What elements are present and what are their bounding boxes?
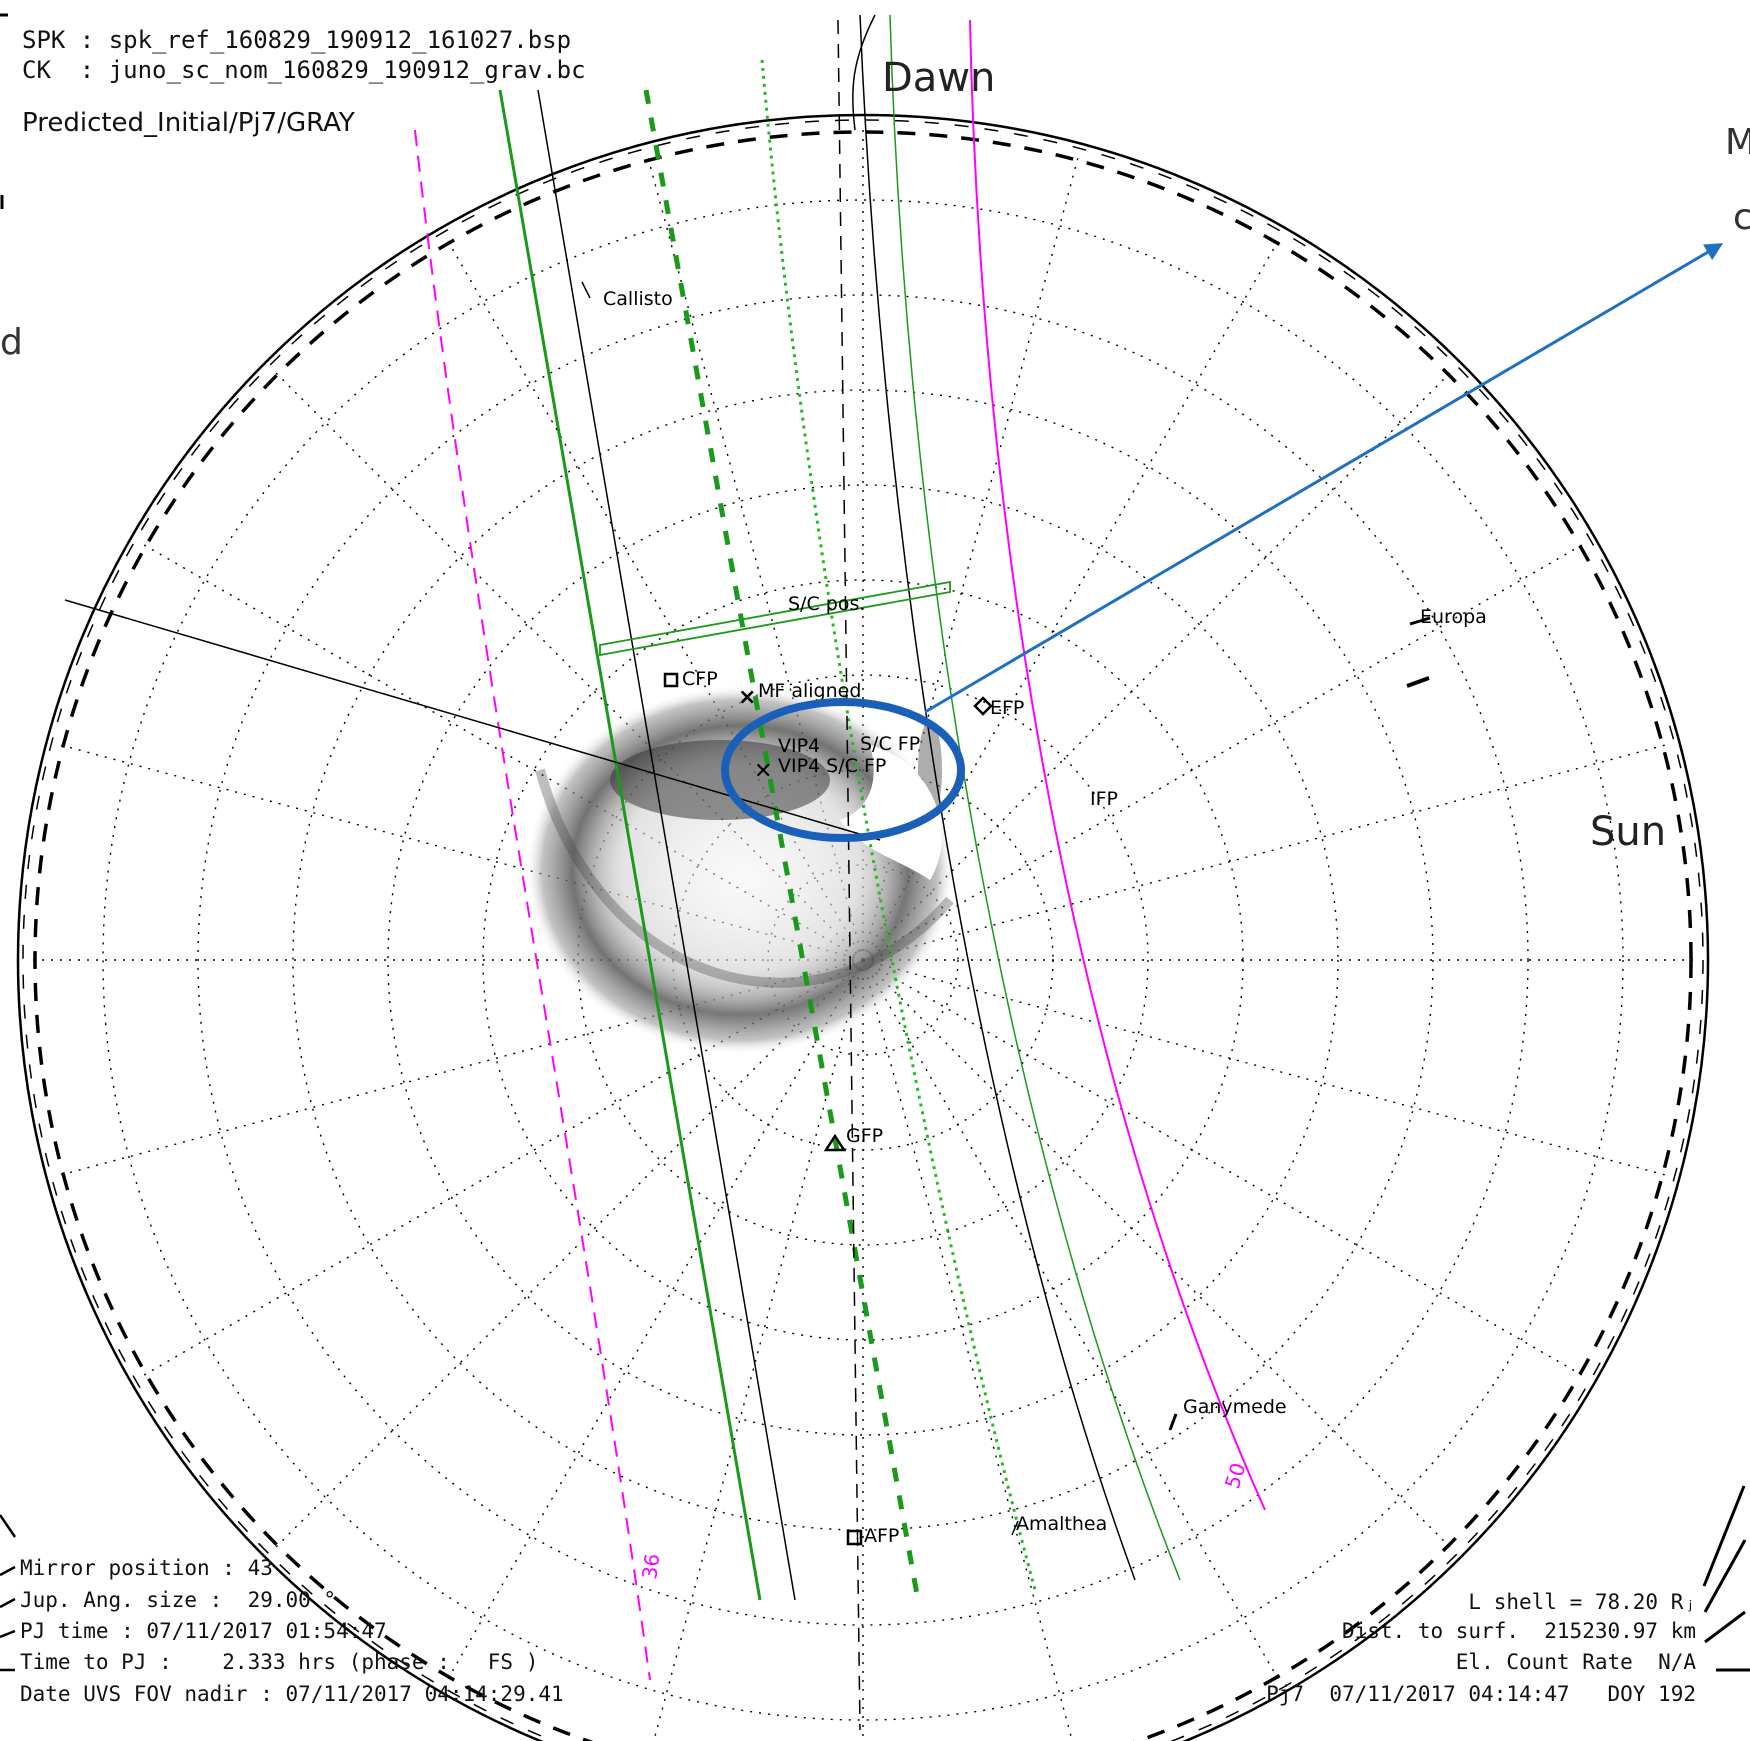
contour-label-36: 36: [637, 1552, 664, 1581]
jupiter-limb: [17, 114, 1709, 1741]
contour-50: [969, 19, 1266, 1511]
callisto-label: Callisto: [603, 288, 673, 310]
grid-spoke: [275, 959, 864, 1548]
amalthea-tick: [1011, 1520, 1019, 1536]
dist-to-surf: Dist. to surf. 215230.97 km: [1341, 1619, 1696, 1643]
grid-ring: [102, 199, 1624, 1721]
highlight-ellipse: [721, 698, 965, 842]
dashed-limb-outer: [22, 119, 1704, 1741]
grid-spoke: [862, 959, 1665, 1176]
vip4-label-b: VIP4 S/C FP: [778, 755, 886, 777]
grid-spoke: [862, 959, 1451, 1548]
contour-36: [414, 129, 651, 1681]
grid-spoke: [61, 959, 864, 1176]
el-count-rate: El. Count Rate N/A: [1455, 1650, 1696, 1674]
jup-ang-size: Jup. Ang. size : 29.00 °: [20, 1588, 337, 1612]
dashed-limb-inner: [33, 130, 1693, 1741]
black-curve-top: [852, 14, 876, 131]
annotation-glyph-top-right-2: c: [1733, 197, 1750, 238]
spk-label: SPK : spk_ref_160829_190912_161027.bsp: [22, 26, 572, 54]
mirror-position: Mirror position : 43: [20, 1556, 273, 1580]
gfp-marker: [823, 1133, 847, 1152]
grid-spoke: [862, 959, 1073, 1741]
time-to-pj: Time to PJ : 2.333 hrs (phase : FS ): [20, 1650, 539, 1674]
cfp-label: CFP: [682, 668, 718, 690]
left-edge-tick: [0, 13, 8, 209]
grid-spoke: [862, 158, 1079, 961]
ganymede-label: Ganymede: [1183, 1396, 1287, 1418]
sc-pos-band: [599, 580, 951, 657]
grid-spoke: [143, 959, 864, 1376]
sun-label: Sun: [1590, 809, 1667, 855]
grid-spoke: [862, 744, 1665, 961]
green-dotted: [760, 59, 1037, 1591]
callout-arrow: [924, 243, 1724, 714]
grid-ring: [387, 484, 1339, 1436]
green-line-left: [498, 89, 762, 1601]
green-dashed-thick: [643, 89, 921, 1601]
grid-spoke: [862, 372, 1451, 961]
grid-spoke: [862, 240, 1279, 961]
grid-spoke: [447, 240, 864, 961]
grid-spoke: [653, 959, 864, 1741]
l-shell: L shell = 78.20 Rⱼ: [1468, 1590, 1696, 1614]
europa-tick: [1409, 616, 1431, 626]
sc-fp-label: S/C FP: [860, 733, 920, 755]
grid-spoke: [447, 959, 864, 1680]
dawn-label: Dawn: [882, 55, 996, 101]
sc-pos-label: S/C pos.: [788, 593, 865, 615]
grid-spoke: [862, 959, 1279, 1680]
pj-time: PJ time : 07/11/2017 01:54:47: [20, 1619, 387, 1643]
green-line-right: [889, 14, 1181, 1581]
grid-spoke: [862, 544, 1583, 961]
black-line-right: [859, 14, 1136, 1581]
vip4-label-a: VIP4: [778, 735, 820, 757]
mf-aligned-marker: ×: [738, 685, 756, 710]
europa-tick-2: [1406, 676, 1430, 688]
mode-label: Predicted_Initial/Pj7/GRAY: [22, 108, 355, 138]
leader-lines-left: [0, 1514, 17, 1672]
black-dashed-center: [837, 19, 861, 1731]
grid-ring: [292, 389, 1434, 1531]
cfp-marker: [663, 672, 679, 688]
annotation-glyph-top-right: M: [1725, 122, 1750, 163]
afp-marker: [846, 1529, 863, 1546]
latitude-grid: [33, 130, 1693, 1741]
grid-spoke: [61, 744, 864, 961]
grid-spoke: [647, 158, 864, 961]
annotation-glyph-left: d: [0, 322, 23, 363]
grid-ring: [197, 294, 1529, 1626]
black-line-left: [537, 89, 796, 1601]
vip4-marker: ✕: [754, 759, 772, 784]
grid-spoke: [862, 959, 1583, 1376]
ganymede-tick: [1168, 1413, 1178, 1431]
efp-marker: [973, 696, 993, 716]
sun-direction-line: [64, 599, 881, 841]
grid-ring: [577, 674, 1149, 1246]
amalthea-label: Amalthea: [1016, 1513, 1107, 1535]
mf-aligned-label: MF aligned: [758, 680, 861, 702]
leader-lines-right: [1702, 1485, 1750, 1672]
ifp-label: IFP: [1090, 788, 1118, 810]
afp-label: AFP: [864, 1525, 899, 1547]
gfp-label: GFP: [846, 1125, 883, 1147]
pj-date-doy: Pj7 07/11/2017 04:14:47 DOY 192: [1266, 1682, 1696, 1706]
efp-label: EFP: [990, 697, 1024, 719]
date-uvs-fov: Date UVS FOV nadir : 07/11/2017 04:14:29…: [20, 1682, 564, 1706]
grid-spoke: [275, 372, 864, 961]
ck-label: CK : juno_sc_nom_160829_190912_grav.bc: [22, 56, 586, 84]
europa-label: Europa: [1420, 606, 1487, 628]
callisto-tick: [581, 281, 591, 299]
